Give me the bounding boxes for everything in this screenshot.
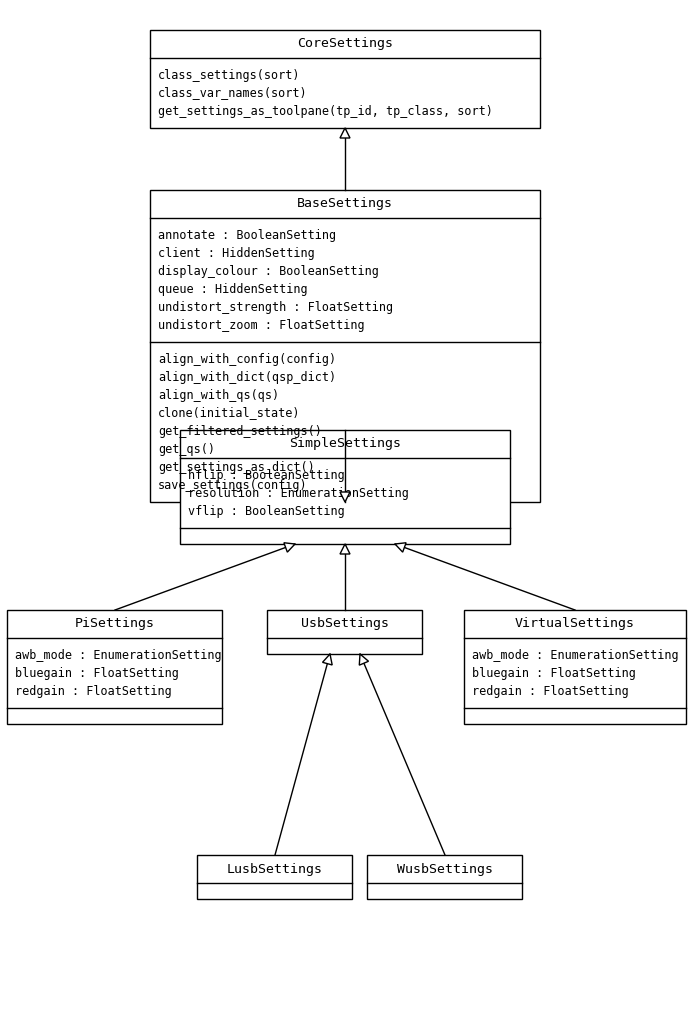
Text: annotate : BooleanSetting: annotate : BooleanSetting bbox=[158, 229, 336, 241]
Text: undistort_zoom : FloatSetting: undistort_zoom : FloatSetting bbox=[158, 318, 365, 332]
Text: resolution : EnumerationSetting: resolution : EnumerationSetting bbox=[188, 486, 409, 500]
Text: CoreSettings: CoreSettings bbox=[297, 37, 393, 50]
Polygon shape bbox=[284, 543, 295, 552]
Polygon shape bbox=[340, 128, 350, 138]
Polygon shape bbox=[395, 543, 406, 552]
Bar bbox=[267, 610, 422, 654]
Bar bbox=[198, 855, 352, 899]
Text: awb_mode : EnumerationSetting: awb_mode : EnumerationSetting bbox=[15, 649, 222, 661]
Text: align_with_config(config): align_with_config(config) bbox=[158, 352, 336, 366]
Text: LusbSettings: LusbSettings bbox=[227, 862, 323, 876]
Text: WusbSettings: WusbSettings bbox=[397, 862, 493, 876]
Text: undistort_strength : FloatSetting: undistort_strength : FloatSetting bbox=[158, 301, 393, 313]
Bar bbox=[180, 430, 510, 544]
Text: get_qs(): get_qs() bbox=[158, 443, 215, 455]
Text: client : HiddenSetting: client : HiddenSetting bbox=[158, 246, 314, 260]
Text: save_settings(config): save_settings(config) bbox=[158, 479, 307, 491]
Text: class_settings(sort): class_settings(sort) bbox=[158, 69, 301, 81]
Bar bbox=[368, 855, 522, 899]
Text: VirtualSettings: VirtualSettings bbox=[515, 618, 635, 630]
Bar bbox=[464, 610, 686, 724]
Text: class_var_names(sort): class_var_names(sort) bbox=[158, 87, 307, 100]
Text: clone(initial_state): clone(initial_state) bbox=[158, 407, 301, 419]
Text: bluegain : FloatSetting: bluegain : FloatSetting bbox=[15, 666, 180, 680]
Bar bbox=[150, 30, 540, 128]
Text: get_settings_as_dict(): get_settings_as_dict() bbox=[158, 460, 314, 474]
Text: vflip : BooleanSetting: vflip : BooleanSetting bbox=[188, 505, 345, 517]
Polygon shape bbox=[323, 654, 332, 665]
Text: BaseSettings: BaseSettings bbox=[297, 198, 393, 210]
Text: get_settings_as_toolpane(tp_id, tp_class, sort): get_settings_as_toolpane(tp_id, tp_class… bbox=[158, 104, 493, 117]
Polygon shape bbox=[340, 492, 350, 502]
Bar bbox=[150, 190, 540, 502]
Text: redgain : FloatSetting: redgain : FloatSetting bbox=[15, 685, 172, 697]
Text: redgain : FloatSetting: redgain : FloatSetting bbox=[472, 685, 629, 697]
Bar bbox=[8, 610, 223, 724]
Text: align_with_qs(qs): align_with_qs(qs) bbox=[158, 388, 279, 402]
Text: SimpleSettings: SimpleSettings bbox=[289, 438, 401, 450]
Text: get_filtered_settings(): get_filtered_settings() bbox=[158, 424, 322, 438]
Text: align_with_dict(qsp_dict): align_with_dict(qsp_dict) bbox=[158, 371, 336, 383]
Text: hflip : BooleanSetting: hflip : BooleanSetting bbox=[188, 469, 345, 481]
Text: UsbSettings: UsbSettings bbox=[301, 618, 389, 630]
Text: awb_mode : EnumerationSetting: awb_mode : EnumerationSetting bbox=[472, 649, 679, 661]
Text: display_colour : BooleanSetting: display_colour : BooleanSetting bbox=[158, 265, 379, 277]
Polygon shape bbox=[340, 544, 350, 554]
Text: queue : HiddenSetting: queue : HiddenSetting bbox=[158, 282, 307, 296]
Polygon shape bbox=[359, 654, 368, 665]
Text: bluegain : FloatSetting: bluegain : FloatSetting bbox=[472, 666, 636, 680]
Text: PiSettings: PiSettings bbox=[75, 618, 155, 630]
